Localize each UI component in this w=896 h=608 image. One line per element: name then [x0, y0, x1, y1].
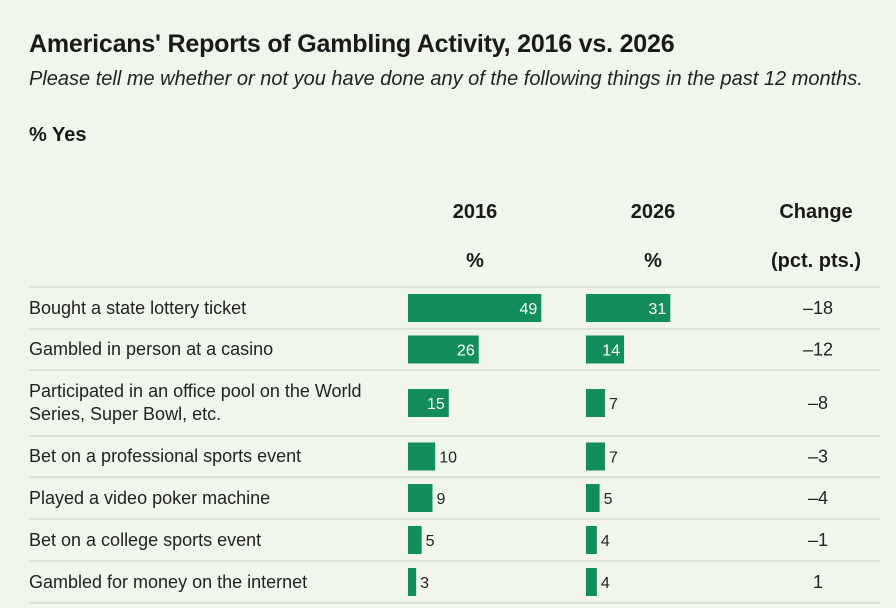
bar-2016 — [408, 484, 433, 512]
bar-2016 — [408, 335, 479, 364]
bar-2016 — [408, 568, 417, 596]
change-value: –8 — [808, 393, 828, 413]
col-change-title: Change — [779, 201, 853, 223]
row-label: Bought a state lottery ticket — [29, 297, 247, 318]
change-value: –4 — [808, 488, 828, 508]
bar-2026 — [586, 568, 597, 596]
data-label-2016: 3 — [420, 575, 429, 592]
bar-2026 — [586, 442, 606, 471]
bar-2026 — [586, 389, 606, 417]
row-label: Played a video poker machine — [29, 487, 271, 508]
data-label-2026: 31 — [649, 301, 667, 318]
change-value: –18 — [803, 298, 833, 318]
data-label-2016: 9 — [436, 491, 445, 508]
data-label-2016: 10 — [439, 450, 457, 467]
col-2026-unit: % — [644, 250, 662, 272]
data-label-2026: 7 — [609, 396, 618, 413]
bar-2026 — [586, 526, 597, 554]
chart-subtitle: Please tell me whether or not you have d… — [29, 68, 863, 90]
change-value: –12 — [803, 340, 833, 360]
col-change-unit: (pct. pts.) — [771, 250, 861, 272]
col-2016-year: 2016 — [452, 201, 498, 223]
change-value: –3 — [808, 447, 828, 467]
unit-label: % Yes — [29, 124, 87, 146]
data-label-2016: 49 — [519, 301, 537, 318]
bar-2026 — [586, 484, 600, 512]
row-label: Bet on a professional sports event — [29, 446, 302, 466]
change-value: 1 — [813, 572, 823, 592]
row-label: Participated in an office pool on the Wo… — [29, 381, 362, 424]
col-2026-year: 2026 — [630, 201, 676, 223]
data-label-2016: 15 — [427, 396, 445, 413]
bar-2016 — [408, 294, 542, 322]
data-label-2026: 7 — [609, 450, 618, 467]
bar-2016 — [408, 389, 449, 417]
data-label-2016: 26 — [457, 343, 475, 360]
chart-title: Americans' Reports of Gambling Activity,… — [29, 30, 675, 58]
data-label-2026: 4 — [601, 575, 610, 592]
data-label-2026: 14 — [602, 343, 620, 360]
col-2016-unit: % — [466, 250, 484, 272]
bar-2026 — [586, 294, 671, 322]
bar-2016 — [408, 442, 436, 471]
row-label: Bet on a college sports event — [29, 529, 262, 550]
data-label-2026: 5 — [604, 491, 613, 508]
bar-2026 — [586, 335, 625, 364]
bar-2016 — [408, 526, 422, 554]
data-label-2016: 5 — [426, 533, 435, 550]
row-label: Gambled in person at a casino — [29, 339, 274, 359]
change-value: –1 — [808, 530, 828, 550]
data-label-2026: 4 — [601, 533, 610, 550]
row-label: Gambled for money on the internet — [29, 571, 308, 592]
